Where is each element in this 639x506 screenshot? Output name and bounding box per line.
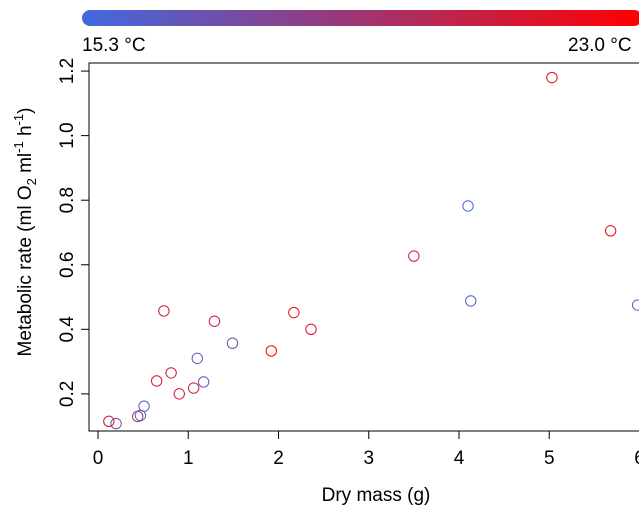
- data-point: [110, 417, 122, 430]
- y-tick-label: 0.2: [57, 381, 78, 407]
- data-point: [191, 352, 203, 365]
- data-point: [138, 400, 150, 412]
- y-tick-label: 0.8: [57, 187, 78, 213]
- data-points: [103, 71, 639, 430]
- y-axis-title: Metabolic rate (ml O2 ml-1 h-1): [11, 108, 39, 357]
- plot-area-frame: [88, 62, 639, 432]
- x-tick-label: 2: [273, 448, 284, 469]
- color-legend-max-label: 23.0 °C: [568, 35, 632, 56]
- x-tick-label: 0: [93, 448, 104, 469]
- data-point: [305, 323, 317, 336]
- y-tick-label: 0.6: [57, 252, 78, 278]
- data-point: [150, 375, 163, 387]
- data-point: [187, 382, 200, 394]
- data-point: [173, 388, 185, 400]
- data-point: [408, 250, 420, 262]
- data-point: [288, 306, 300, 319]
- x-axis-title: Dry mass (g): [322, 485, 431, 506]
- x-tick-label: 3: [363, 448, 374, 469]
- color-legend-bar: [82, 10, 639, 26]
- y-tick-label: 1.0: [57, 122, 78, 148]
- x-tick-label: 4: [454, 448, 465, 469]
- data-point: [462, 200, 474, 212]
- data-point: [103, 415, 115, 428]
- data-point: [208, 315, 221, 327]
- x-axis: 0 1 2 3 4 5 6: [93, 431, 639, 469]
- data-point: [265, 345, 277, 357]
- data-point: [546, 71, 558, 84]
- data-point: [604, 225, 617, 237]
- x-tick-label: 5: [544, 448, 555, 469]
- y-tick-label: 0.4: [57, 316, 78, 343]
- data-point: [165, 367, 177, 379]
- data-point: [158, 305, 170, 317]
- data-point: [465, 295, 477, 307]
- y-axis: 0.2 0.4 0.6 0.8 1.0 1.2: [57, 58, 89, 407]
- y-tick-label: 1.2: [57, 58, 78, 84]
- color-legend: 15.3 °C 23.0 °C: [82, 10, 639, 56]
- data-point: [197, 376, 210, 388]
- x-tick-label: 1: [183, 448, 194, 469]
- data-point: [226, 337, 239, 349]
- data-point: [631, 299, 639, 311]
- x-tick-label: 6: [634, 448, 639, 469]
- color-legend-min-label: 15.3 °C: [82, 35, 146, 56]
